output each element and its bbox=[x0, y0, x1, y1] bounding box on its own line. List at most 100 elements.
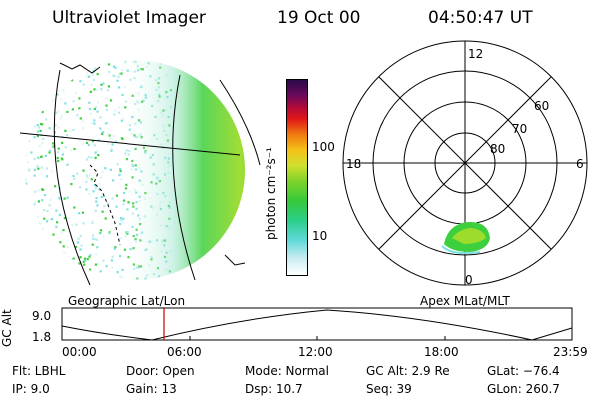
speckle-pixel bbox=[102, 131, 105, 134]
speckle-pixel bbox=[47, 68, 50, 71]
speckle-pixel bbox=[115, 194, 118, 197]
speckle-pixel bbox=[38, 261, 41, 264]
speckle-pixel bbox=[39, 101, 42, 104]
speckle-pixel bbox=[114, 66, 117, 69]
speckle-pixel bbox=[91, 74, 94, 77]
speckle-pixel bbox=[40, 122, 43, 126]
speckle-pixel bbox=[38, 233, 41, 236]
speckle-pixel bbox=[45, 220, 49, 223]
speckle-pixel bbox=[48, 218, 51, 221]
speckle-pixel bbox=[28, 169, 31, 172]
speckle-pixel bbox=[23, 238, 25, 240]
speckle-pixel bbox=[33, 203, 36, 206]
speckle-pixel bbox=[58, 187, 62, 190]
speckle-pixel bbox=[29, 61, 32, 64]
speckle-pixel bbox=[28, 259, 31, 262]
speckle-pixel bbox=[45, 118, 48, 121]
speckle-pixel bbox=[105, 104, 108, 107]
speckle-pixel bbox=[93, 119, 96, 122]
speckle-pixel bbox=[67, 245, 70, 248]
speckle-pixel bbox=[43, 89, 47, 92]
speckle-pixel bbox=[86, 174, 89, 177]
speckle-pixel bbox=[44, 244, 47, 247]
speckle-pixel bbox=[63, 55, 65, 57]
speckle-pixel bbox=[92, 220, 95, 223]
speckle-pixel bbox=[23, 236, 25, 238]
speckle-pixel bbox=[25, 138, 27, 141]
speckle-pixel bbox=[62, 245, 65, 248]
speckle-pixel bbox=[96, 285, 98, 287]
speckle-pixel bbox=[58, 213, 61, 216]
speckle-pixel bbox=[88, 101, 91, 104]
speckle-pixel bbox=[40, 92, 43, 96]
colorbar-unit-label: photon cm⁻²s⁻¹ bbox=[264, 147, 278, 240]
speckle-pixel bbox=[79, 138, 82, 141]
speckle-pixel bbox=[39, 58, 41, 60]
speckle-pixel bbox=[112, 74, 115, 77]
speckle-pixel bbox=[115, 205, 118, 208]
speckle-pixel bbox=[31, 257, 34, 260]
time-label: 04:50:47 UT bbox=[428, 8, 533, 28]
speckle-pixel bbox=[94, 263, 97, 266]
speckle-pixel bbox=[105, 97, 108, 100]
speckle-pixel bbox=[22, 237, 24, 239]
speckle-pixel bbox=[23, 282, 25, 284]
speckle-pixel bbox=[109, 137, 112, 140]
speckle-pixel bbox=[35, 69, 38, 72]
speckle-pixel bbox=[62, 89, 65, 92]
info-dsp: Dsp: 10.7 bbox=[245, 382, 303, 396]
speckle-pixel bbox=[94, 156, 97, 160]
speckle-pixel bbox=[92, 190, 95, 193]
speckle-pixel bbox=[66, 70, 69, 73]
speckle-pixel bbox=[113, 113, 116, 116]
orbit-ytick-top: 9.0 bbox=[32, 309, 52, 323]
speckle-pixel bbox=[72, 128, 75, 131]
speckle-pixel bbox=[61, 273, 64, 277]
speckle-pixel bbox=[114, 246, 117, 249]
speckle-pixel bbox=[30, 127, 33, 130]
speckle-pixel bbox=[72, 174, 75, 178]
speckle-pixel bbox=[81, 126, 85, 130]
speckle-pixel bbox=[84, 259, 87, 262]
speckle-pixel bbox=[118, 174, 121, 177]
speckle-pixel bbox=[48, 70, 51, 73]
speckle-pixel bbox=[37, 113, 41, 116]
speckle-pixel bbox=[118, 111, 121, 114]
speckle-pixel bbox=[100, 89, 103, 92]
speckle-pixel bbox=[54, 225, 58, 228]
speckle-pixel bbox=[116, 271, 119, 274]
speckle-pixel bbox=[66, 196, 69, 199]
speckle-pixel bbox=[81, 120, 84, 123]
speckle-pixel bbox=[77, 270, 80, 273]
speckle-pixel bbox=[82, 222, 85, 225]
speckle-pixel bbox=[69, 61, 72, 64]
colorbar bbox=[286, 79, 308, 276]
speckle-pixel bbox=[43, 275, 46, 278]
speckle-pixel bbox=[86, 258, 89, 261]
speckle-pixel bbox=[60, 57, 62, 59]
speckle-pixel bbox=[93, 88, 96, 91]
speckle-pixel bbox=[92, 78, 95, 82]
speckle-pixel bbox=[93, 238, 96, 241]
speckle-pixel bbox=[25, 178, 27, 181]
speckle-pixel bbox=[96, 204, 99, 207]
speckle-pixel bbox=[163, 55, 165, 57]
speckle-pixel bbox=[35, 166, 38, 169]
info-door: Door: Open bbox=[126, 364, 195, 378]
speckle-pixel bbox=[102, 195, 106, 198]
speckle-pixel bbox=[32, 103, 36, 106]
speckle-pixel bbox=[54, 83, 57, 86]
speckle-pixel bbox=[117, 86, 121, 89]
speckle-pixel bbox=[26, 269, 29, 272]
speckle-pixel bbox=[37, 167, 40, 170]
speckle-pixel bbox=[71, 79, 74, 82]
speckle-pixel bbox=[28, 114, 31, 117]
speckle-pixel bbox=[82, 169, 85, 172]
speckle-pixel bbox=[21, 280, 23, 282]
speckle-pixel bbox=[43, 194, 47, 197]
speckle-pixel bbox=[101, 132, 104, 135]
speckle-pixel bbox=[160, 278, 163, 280]
speckle-pixel bbox=[31, 56, 33, 58]
speckle-pixel bbox=[53, 131, 56, 134]
speckle-pixel bbox=[90, 83, 93, 86]
